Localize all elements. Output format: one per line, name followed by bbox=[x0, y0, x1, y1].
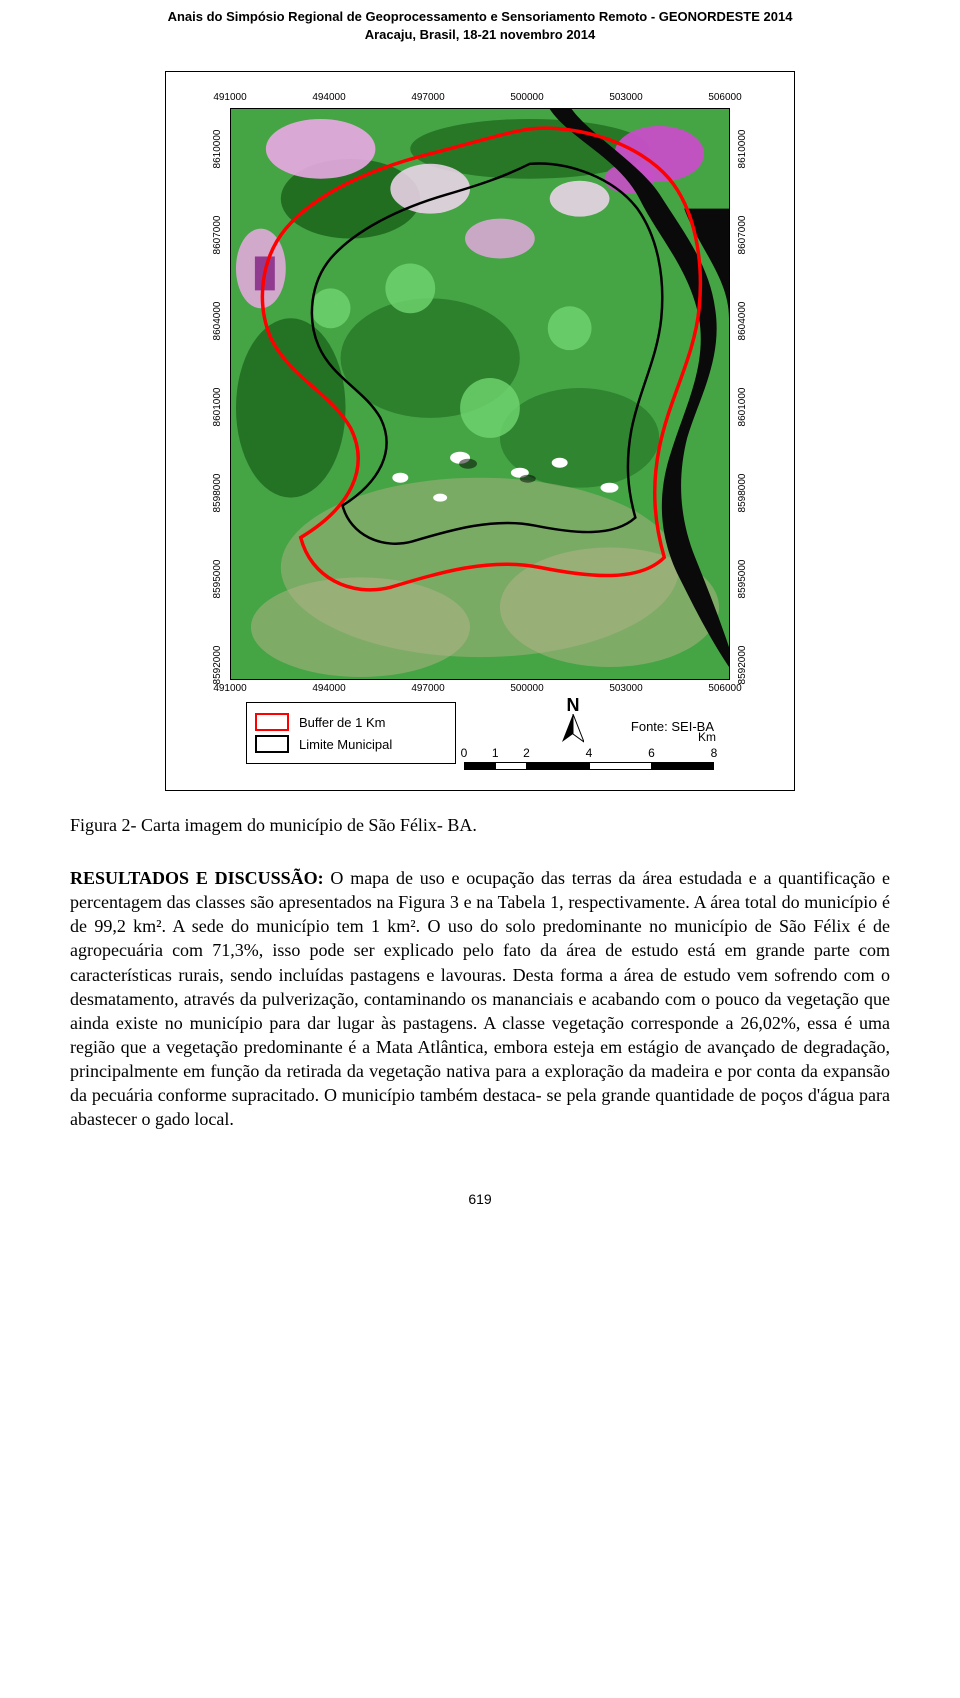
ytick-left: 8592000 bbox=[212, 646, 223, 685]
figure-container: 491000 494000 497000 500000 503000 50600… bbox=[165, 71, 795, 791]
body-text: O mapa de uso e ocupação das terras da á… bbox=[70, 868, 890, 1129]
legend-swatch-buffer bbox=[255, 713, 289, 731]
legend-swatch-municipal bbox=[255, 735, 289, 753]
xtick-top: 491000 bbox=[213, 92, 246, 103]
north-arrow-icon bbox=[562, 714, 584, 744]
legend-label: Buffer de 1 Km bbox=[299, 715, 385, 730]
satellite-image bbox=[230, 108, 730, 680]
xtick-bottom: 503000 bbox=[609, 683, 642, 694]
xtick-bottom: 491000 bbox=[213, 683, 246, 694]
page-number: 619 bbox=[70, 1191, 890, 1207]
scale-tick: 4 bbox=[586, 746, 593, 760]
legend-item-municipal: Limite Municipal bbox=[255, 735, 447, 753]
scale-tick: 2 bbox=[523, 746, 530, 760]
legend-item-buffer: Buffer de 1 Km bbox=[255, 713, 447, 731]
page-header: Anais do Simpósio Regional de Geoprocess… bbox=[70, 8, 890, 43]
scale-tick: 6 bbox=[648, 746, 655, 760]
xtick-bottom: 494000 bbox=[312, 683, 345, 694]
map-legend: Buffer de 1 Km Limite Municipal bbox=[246, 702, 456, 764]
north-arrow-block: N bbox=[562, 696, 584, 744]
scale-unit: Km bbox=[698, 730, 716, 744]
xtick-bottom: 500000 bbox=[510, 683, 543, 694]
north-label: N bbox=[562, 696, 584, 714]
page: Anais do Simpósio Regional de Geoprocess… bbox=[0, 0, 960, 1247]
xtick-top: 494000 bbox=[312, 92, 345, 103]
scale-bar bbox=[464, 762, 714, 772]
ytick-left: 8607000 bbox=[212, 216, 223, 255]
map-frame: 491000 494000 497000 500000 503000 50600… bbox=[165, 71, 795, 791]
xtick-top: 506000 bbox=[708, 92, 741, 103]
scale-labels: 0 1 2 4 6 8 bbox=[464, 746, 714, 760]
section-heading: RESULTADOS E DISCUSSÃO: bbox=[70, 868, 324, 888]
ytick-left: 8601000 bbox=[212, 388, 223, 427]
header-line-1: Anais do Simpósio Regional de Geoprocess… bbox=[70, 8, 890, 26]
ytick-right: 8601000 bbox=[737, 388, 748, 427]
ytick-left: 8595000 bbox=[212, 560, 223, 599]
header-line-2: Aracaju, Brasil, 18-21 novembro 2014 bbox=[70, 26, 890, 44]
legend-label: Limite Municipal bbox=[299, 737, 392, 752]
scale-tick: 8 bbox=[711, 746, 718, 760]
ytick-left: 8604000 bbox=[212, 302, 223, 341]
ytick-right: 8607000 bbox=[737, 216, 748, 255]
ytick-right: 8610000 bbox=[737, 130, 748, 169]
ytick-right: 8595000 bbox=[737, 560, 748, 599]
xtick-top: 500000 bbox=[510, 92, 543, 103]
scale-bar-block: Km 0 1 2 4 6 8 bbox=[464, 746, 714, 772]
xtick-top: 503000 bbox=[609, 92, 642, 103]
scale-tick: 1 bbox=[492, 746, 499, 760]
ytick-right: 8604000 bbox=[737, 302, 748, 341]
ytick-left: 8598000 bbox=[212, 474, 223, 513]
ytick-right: 8592000 bbox=[737, 646, 748, 685]
xtick-top: 497000 bbox=[411, 92, 444, 103]
scale-tick: 0 bbox=[461, 746, 468, 760]
xtick-bottom: 497000 bbox=[411, 683, 444, 694]
ytick-left: 8610000 bbox=[212, 130, 223, 169]
ytick-right: 8598000 bbox=[737, 474, 748, 513]
figure-caption: Figura 2- Carta imagem do município de S… bbox=[70, 815, 890, 836]
body-paragraph: RESULTADOS E DISCUSSÃO: O mapa de uso e … bbox=[70, 866, 890, 1131]
xtick-bottom: 506000 bbox=[708, 683, 741, 694]
